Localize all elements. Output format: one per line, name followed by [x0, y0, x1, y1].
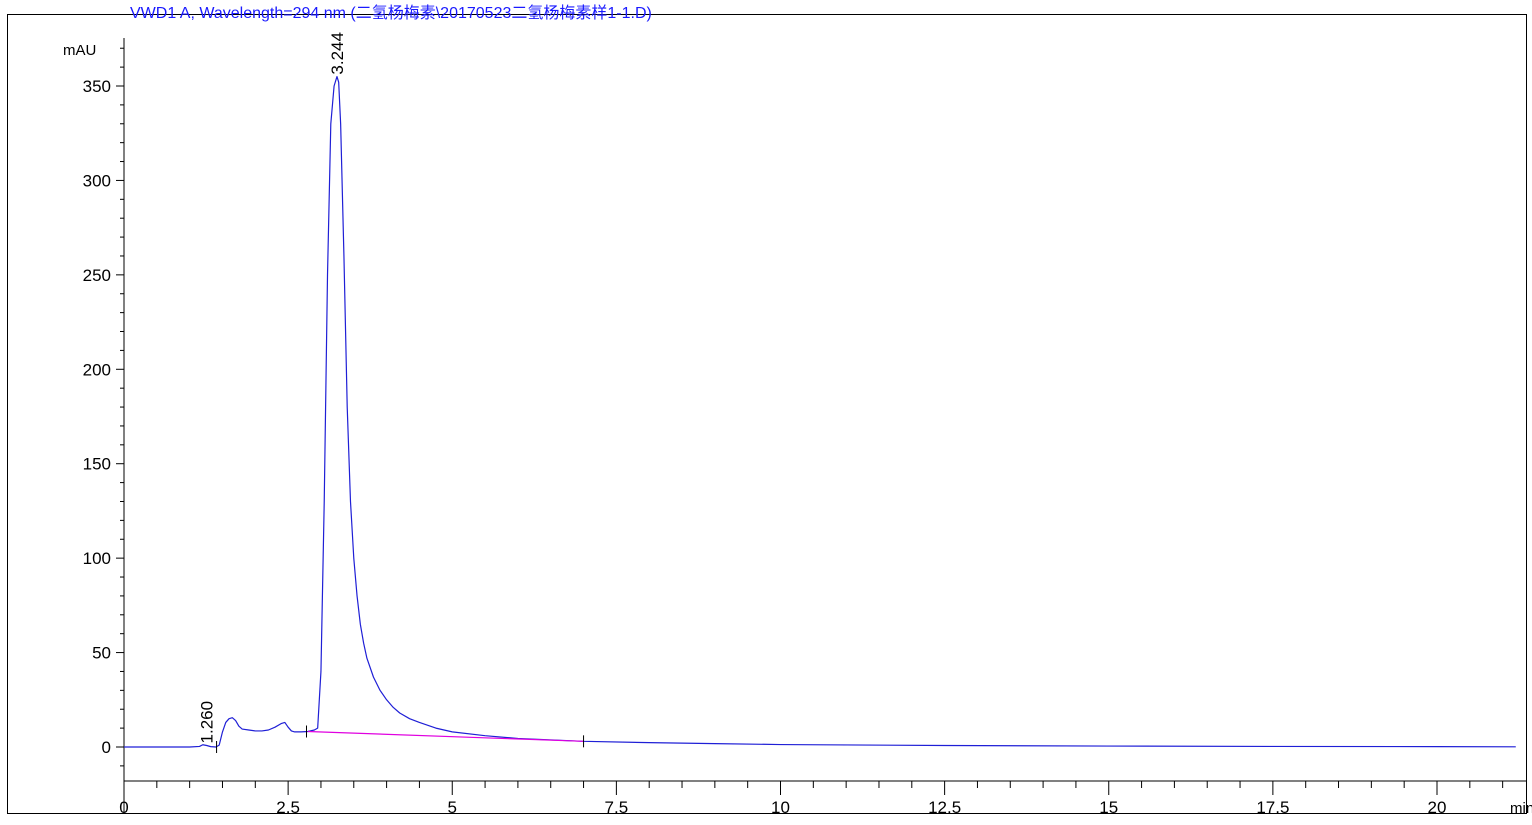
y-tick-label: 150 [83, 455, 111, 474]
x-tick-label: 20 [1428, 798, 1447, 817]
x-tick-label: 10 [771, 798, 790, 817]
peak-label: 3.244 [328, 32, 347, 75]
y-tick-label: 250 [83, 266, 111, 285]
x-axis-label: min [1510, 800, 1532, 817]
x-tick-label: 17.5 [1256, 798, 1289, 817]
x-tick-label: 0 [119, 798, 128, 817]
y-tick-label: 300 [83, 171, 111, 190]
y-tick-label: 350 [83, 77, 111, 96]
x-tick-label: 12.5 [928, 798, 961, 817]
x-tick-label: 15 [1099, 798, 1118, 817]
y-tick-label: 200 [83, 360, 111, 379]
series-group [124, 75, 1516, 753]
series-line-signal [124, 75, 1516, 748]
x-tick-label: 7.5 [605, 798, 629, 817]
y-tick-label: 50 [92, 644, 111, 663]
series-line-baseline [307, 730, 584, 742]
plot-frame [7, 14, 1527, 814]
peak-label: 1.260 [198, 701, 217, 744]
chart-title: VWD1 A, Wavelength=294 nm (二氢杨梅素\2017052… [130, 4, 652, 22]
peak-labels: 1.260 3.244 [198, 32, 347, 743]
axes: 0 50 100 150 200 250 300 350 0 2.5 5 7.5 10 12.5 15 17.… [83, 38, 1526, 817]
x-tick-label: 5 [448, 798, 457, 817]
x-tick-label: 2.5 [276, 798, 300, 817]
y-axis-label: mAU [63, 42, 96, 59]
y-tick-label: 100 [83, 549, 111, 568]
y-tick-label: 0 [102, 738, 111, 757]
